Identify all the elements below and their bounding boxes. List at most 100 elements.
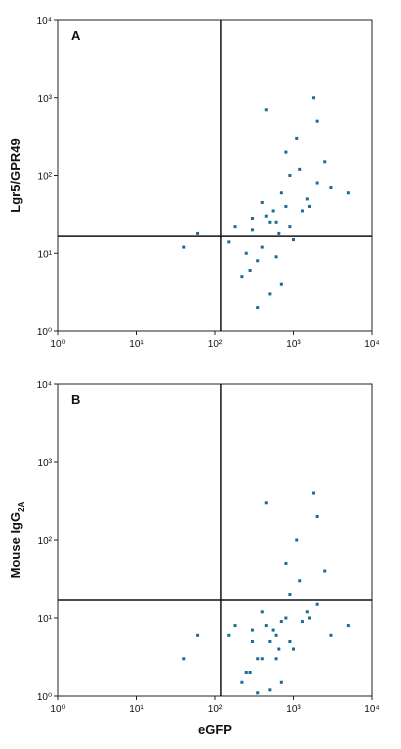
event-dot (240, 680, 244, 684)
event-dot (250, 628, 254, 632)
y-tick-label: 10⁴ (37, 16, 52, 27)
event-dot (260, 200, 264, 204)
x-tick-label: 10⁴ (364, 704, 379, 715)
event-dot (256, 306, 260, 310)
y-label-sub: 2A (17, 501, 26, 511)
event-dot (312, 96, 316, 100)
event-dot (284, 150, 288, 154)
event-dot (315, 515, 319, 519)
event-dot (323, 569, 327, 573)
event-dot (308, 204, 312, 208)
event-dot (277, 647, 281, 651)
event-dot (250, 228, 254, 232)
event-dot (244, 671, 248, 675)
event-dot (256, 691, 260, 695)
x-axis-label: eGFP (198, 722, 232, 737)
event-dot (277, 231, 281, 235)
y-tick-label: 10⁰ (37, 327, 52, 338)
event-dot (274, 255, 278, 259)
y-tick-label: 10² (38, 172, 53, 183)
event-dot (295, 136, 299, 140)
event-dot (288, 593, 292, 597)
event-dot (182, 657, 186, 661)
event-dot (329, 633, 333, 637)
event-dot (288, 225, 292, 229)
event-dot (196, 633, 200, 637)
event-dot (284, 204, 288, 208)
event-dot (268, 639, 272, 643)
event-dot (346, 624, 350, 628)
event-dot (295, 538, 299, 542)
event-dot (279, 282, 283, 286)
event-dot (323, 160, 327, 164)
event-dot (329, 186, 333, 190)
event-dot (279, 620, 283, 624)
event-dot (260, 245, 264, 249)
y-label-main: Lgr5/GPR49 (8, 138, 23, 212)
event-dot (268, 688, 272, 692)
event-dot (196, 231, 200, 235)
event-dot (227, 633, 231, 637)
event-dot (298, 167, 302, 171)
y-axis-label: Lgr5/GPR49 (8, 138, 23, 212)
event-dot (250, 639, 254, 643)
x-tick-label: 10³ (286, 704, 301, 715)
x-tick-label: 10² (208, 704, 223, 715)
x-tick-label: 10¹ (129, 704, 144, 715)
event-dot (233, 225, 237, 229)
event-dot (292, 238, 295, 242)
y-tick-label: 10³ (38, 458, 53, 469)
y-tick-label: 10¹ (38, 614, 53, 625)
y-tick-label: 10⁴ (37, 380, 52, 391)
event-dot (256, 657, 260, 661)
x-tick-label: 10³ (286, 339, 301, 350)
event-dot (264, 501, 268, 505)
event-dot (256, 259, 260, 263)
event-dot (279, 680, 283, 684)
y-axis-label: Mouse IgG2A (8, 501, 26, 578)
event-dot (248, 268, 252, 272)
event-dot (264, 624, 268, 628)
event-dot (268, 292, 272, 296)
event-dot (260, 610, 264, 614)
event-dot (271, 209, 275, 213)
event-dot (227, 240, 231, 244)
event-dot (244, 251, 248, 255)
x-tick-label: 10⁴ (364, 339, 379, 350)
event-dot (264, 214, 268, 218)
y-tick-label: 10⁰ (37, 692, 52, 703)
event-dot (260, 657, 264, 661)
event-dot (279, 191, 283, 195)
event-dot (315, 602, 319, 606)
x-tick-label: 10⁰ (50, 339, 65, 350)
event-dot (305, 197, 309, 201)
event-dot (284, 616, 288, 620)
event-dot (182, 245, 186, 249)
event-dot (284, 561, 288, 565)
event-dot (288, 174, 292, 177)
event-dot (233, 624, 237, 628)
event-dot (250, 216, 254, 220)
event-dot (305, 610, 309, 614)
x-tick-label: 10² (208, 339, 223, 350)
plot-frame (57, 19, 373, 332)
y-label-main: Mouse IgG (8, 512, 23, 578)
event-dot (346, 191, 350, 195)
y-tick-label: 10³ (38, 94, 53, 105)
event-dot (298, 579, 302, 583)
event-dot (315, 119, 319, 123)
event-dot (315, 181, 319, 185)
event-dot (271, 628, 275, 632)
event-dot (264, 108, 268, 112)
event-dot (308, 616, 312, 620)
event-dot (300, 209, 304, 213)
event-dot (292, 647, 295, 651)
event-dot (300, 620, 304, 624)
event-dot (312, 491, 316, 495)
plot-frame (57, 383, 373, 697)
panel-label: A (71, 28, 81, 43)
y-tick-label: 10¹ (38, 249, 53, 260)
panel-label: B (71, 392, 80, 407)
event-dot (268, 220, 272, 224)
